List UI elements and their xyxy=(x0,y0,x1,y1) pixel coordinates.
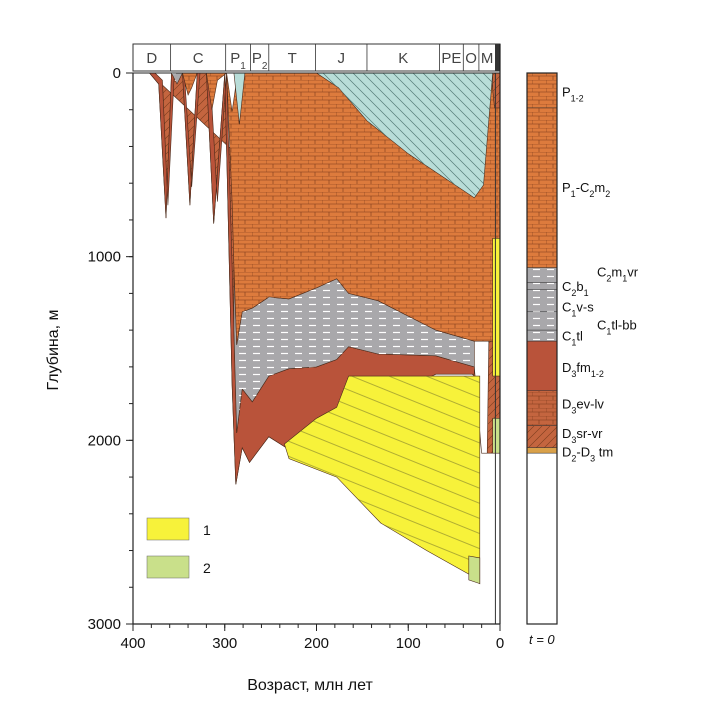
column-title: t = 0 xyxy=(529,632,555,647)
y-tick-label: 3000 xyxy=(88,616,121,633)
column-unit-pattern xyxy=(527,330,557,342)
column-unit-pattern xyxy=(527,73,557,108)
column-unit-pattern xyxy=(527,107,557,268)
legend-swatch xyxy=(146,555,190,579)
series-area xyxy=(492,417,501,454)
column-label: P1-C2m2 xyxy=(562,180,610,199)
x-tick-label: 0 xyxy=(496,635,504,652)
column-label: D3ev-lv xyxy=(562,397,604,416)
legend-label: 1 xyxy=(203,522,211,538)
period-label: C xyxy=(193,50,204,67)
legend: 12 xyxy=(146,517,211,579)
y-tick-label: 0 xyxy=(113,65,121,82)
x-tick-label: 400 xyxy=(120,635,145,652)
x-tick-label: 100 xyxy=(396,635,421,652)
column-unit-pattern xyxy=(527,282,557,290)
series-area xyxy=(468,555,481,585)
column-unit-pattern xyxy=(527,425,557,448)
column-unit-pattern xyxy=(527,311,557,331)
period-label: D xyxy=(146,50,157,67)
column-label: C2m1vr xyxy=(597,264,639,283)
period-label: T xyxy=(288,50,297,67)
legend-label: 2 xyxy=(203,560,211,576)
legend-swatch xyxy=(146,517,190,541)
series-pattern xyxy=(233,265,475,433)
period-label: PE xyxy=(441,50,461,67)
y-tick-label: 1000 xyxy=(88,249,121,266)
period-bar-frame xyxy=(132,43,501,72)
column-unit-pattern xyxy=(527,267,557,283)
period-label: M xyxy=(481,50,494,67)
x-axis-title: Возраст, млн лет xyxy=(247,677,373,694)
period-label: O xyxy=(465,50,477,67)
period-label: K xyxy=(398,50,408,67)
period-bar: D C P1 P2 T J K PE O M xyxy=(132,43,501,72)
column-unit-pattern xyxy=(527,390,557,426)
plot-area xyxy=(133,72,501,625)
column-label: C1tl xyxy=(562,329,583,348)
series-pattern xyxy=(316,73,493,198)
column-label: D3fm1-2 xyxy=(562,360,604,379)
column-unit xyxy=(526,447,558,454)
y-axis-title: Глубина, м xyxy=(45,309,62,390)
column-label: D3sr-vr xyxy=(562,426,603,445)
period-bar-end xyxy=(495,44,500,71)
column-label: C1tl-bb xyxy=(597,318,637,337)
series-pattern xyxy=(284,376,480,584)
y-tick-label: 2000 xyxy=(88,432,121,449)
period-label: J xyxy=(338,50,346,67)
column-label: D2-D3 tm xyxy=(562,444,613,463)
column-label: P1-2 xyxy=(562,84,584,103)
column-unit xyxy=(526,452,558,625)
series-area xyxy=(492,238,501,377)
series-pattern xyxy=(171,73,183,84)
column-unit-pattern xyxy=(527,289,557,312)
column-frame xyxy=(526,72,558,625)
column-label: C2b1 xyxy=(562,279,589,298)
column-label: C1v-s xyxy=(562,299,594,318)
x-tick-label: 200 xyxy=(304,635,329,652)
column-unit xyxy=(526,340,558,391)
x-tick-label: 300 xyxy=(212,635,237,652)
